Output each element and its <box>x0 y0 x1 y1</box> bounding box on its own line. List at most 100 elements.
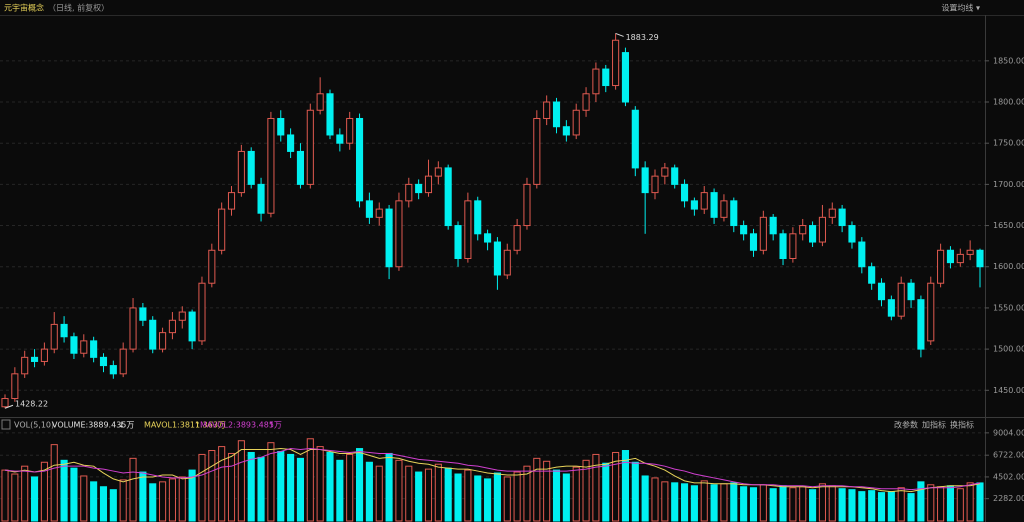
volume-bar <box>533 457 541 522</box>
candle-body <box>385 208 393 268</box>
change-params-button[interactable]: 改参数 <box>894 420 918 430</box>
candle-body <box>424 175 433 194</box>
volume-bar <box>966 482 974 522</box>
candle-body <box>680 183 689 202</box>
volume-bar <box>779 485 787 522</box>
y-tick-label: 2282.00 <box>993 494 1024 503</box>
volume-bar <box>208 450 216 522</box>
volume-bar <box>828 485 836 522</box>
candle-body <box>690 200 698 210</box>
candle-body <box>552 101 561 128</box>
switch-indicator-button[interactable]: 换指标 <box>950 420 974 430</box>
candle-body <box>612 39 620 87</box>
candle-body <box>227 192 236 210</box>
candle-body <box>562 126 570 136</box>
volume-bar <box>218 446 226 522</box>
candle-body <box>50 323 58 350</box>
candle-body <box>464 200 472 260</box>
candle-body <box>355 117 364 202</box>
volume-bar <box>917 481 925 522</box>
y-tick-label: 1450.00 <box>993 386 1024 395</box>
candle-body <box>415 183 423 194</box>
candle-body <box>30 356 39 362</box>
candle-body <box>11 373 19 400</box>
volume-bar <box>543 460 551 522</box>
volume-bar <box>671 482 679 522</box>
y-tick-label: 1650.00 <box>993 221 1024 230</box>
candle-body <box>198 282 206 342</box>
volume-bar <box>740 486 748 522</box>
candle-body <box>740 225 748 235</box>
candle-body <box>168 319 176 334</box>
volume-bar <box>60 459 68 522</box>
volume-bar <box>178 476 186 522</box>
candle-body <box>159 332 167 350</box>
candle-body <box>838 208 846 227</box>
volume-bar <box>641 475 649 522</box>
volume-bar <box>129 457 137 522</box>
candle-body <box>631 109 639 169</box>
volume-bar <box>897 487 905 522</box>
volume-bar <box>237 440 245 522</box>
volume-bar <box>582 459 590 522</box>
y-tick-label: 4502.00 <box>993 472 1024 481</box>
collapse-icon[interactable] <box>1 419 11 430</box>
candle-body <box>257 183 265 214</box>
volume-bar <box>1 469 9 522</box>
volume-bar <box>70 467 78 522</box>
volume-bar <box>612 451 620 522</box>
y-tick-label: 1600.00 <box>993 262 1024 271</box>
candle-body <box>1 398 9 408</box>
candle-body <box>809 225 817 243</box>
candle-body <box>503 249 511 276</box>
candle-body <box>188 311 196 342</box>
volume-bar <box>109 489 117 522</box>
min-label: 1428.22 <box>15 400 48 409</box>
volume-bar <box>415 471 423 522</box>
volume-bar <box>267 442 275 522</box>
up-arrow: ↑ <box>194 421 201 430</box>
candle-body <box>80 340 88 354</box>
volume-bar <box>631 461 639 522</box>
volume-bar <box>227 452 236 522</box>
volume-bar <box>474 475 482 522</box>
volume-bar <box>306 438 314 522</box>
candle-body <box>907 282 915 301</box>
volume-bar <box>30 476 39 522</box>
candle-body <box>582 93 590 111</box>
volume-bar <box>700 480 708 522</box>
candle-body <box>493 241 501 276</box>
candle-body <box>405 183 413 202</box>
volume-bar <box>680 483 689 522</box>
volume-title: VOL(5,10) <box>14 421 54 430</box>
volume-bar <box>434 463 442 522</box>
volume-bar <box>21 465 29 522</box>
volume-bar <box>710 484 718 522</box>
candle-body <box>937 249 945 284</box>
candle-body <box>454 225 462 260</box>
candle-body <box>474 200 482 235</box>
volume-bar <box>40 461 48 522</box>
volume-bar <box>838 488 846 522</box>
candle-body <box>336 134 344 144</box>
candle-body <box>887 299 895 317</box>
add-indicator-button[interactable]: 加指标 <box>922 420 946 430</box>
volume-bar <box>198 453 206 522</box>
candle-body <box>218 208 226 251</box>
volume-bar <box>651 477 659 522</box>
volume-bar <box>759 484 767 522</box>
candle-body <box>247 150 255 185</box>
volume-bar <box>877 492 886 522</box>
volume-bar <box>956 488 964 522</box>
ma-settings-button[interactable]: 设置均线 ▾ <box>941 3 980 13</box>
candle-body <box>237 150 245 194</box>
candle-body <box>326 93 334 136</box>
volume-bar <box>365 461 373 522</box>
volume-bar <box>552 469 561 522</box>
volume-bar <box>503 476 511 522</box>
candle-body <box>700 192 708 210</box>
y-tick-label: 1700.00 <box>993 180 1024 189</box>
